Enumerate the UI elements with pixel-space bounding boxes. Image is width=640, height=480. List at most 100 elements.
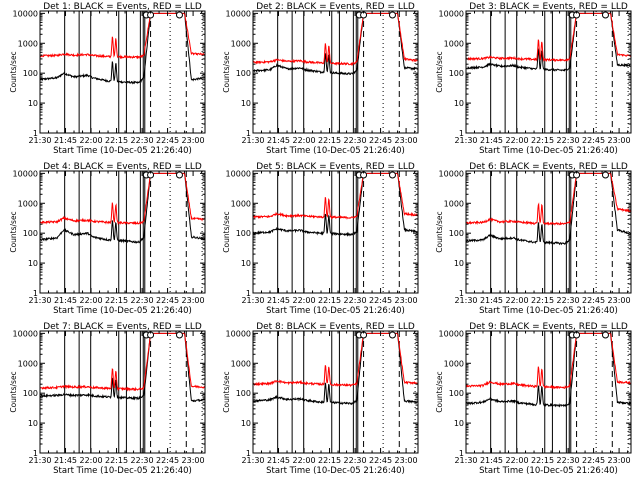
y-tick-label: 10000 — [439, 329, 464, 338]
x-tick-label: 21:45 — [480, 136, 503, 145]
x-tick-label: 23:00 — [608, 456, 631, 465]
saturation-circle-marker — [388, 11, 396, 19]
y-axis-label: Counts/sec — [222, 51, 231, 92]
detector-panel-1: Det 1: BLACK = Events, RED = LLD 1 10 100 10… — [9, 2, 206, 156]
plot-frame — [465, 330, 632, 454]
panel-title: Det 1: BLACK = Events, RED = LLD — [43, 2, 202, 12]
x-tick-label: 21:30 — [28, 136, 51, 145]
x-tick-label: 23:00 — [608, 136, 631, 145]
x-tick-label: 22:00 — [505, 136, 528, 145]
x-axis-label: Start Time (10-Dec-05 21:26:40) — [266, 146, 405, 156]
x-tick-label: 21:45 — [267, 136, 290, 145]
x-tick-label: 22:45 — [156, 296, 179, 305]
y-tick-label: 10000 — [13, 329, 38, 338]
x-tick-label: 22:15 — [531, 296, 554, 305]
y-tick-label: 100 — [23, 69, 38, 78]
x-tick-label: 22:45 — [156, 456, 179, 465]
x-tick-label: 22:15 — [105, 136, 128, 145]
x-tick-label: 22:45 — [369, 136, 392, 145]
x-tick-label: 22:30 — [131, 296, 154, 305]
y-axis-label: Counts/sec — [222, 211, 231, 252]
x-tick-label: 23:00 — [395, 136, 418, 145]
y-tick-label: 100 — [236, 229, 251, 238]
x-tick-label: 23:00 — [395, 296, 418, 305]
x-axis-label: Start Time (10-Dec-05 21:26:40) — [266, 306, 405, 316]
x-tick-label: 22:00 — [292, 136, 315, 145]
panel-title: Det 4: BLACK = Events, RED = LLD — [43, 162, 202, 172]
x-tick-label: 21:30 — [28, 456, 51, 465]
y-tick-label: 10 — [454, 419, 464, 428]
y-tick-label: 10 — [241, 259, 251, 268]
x-axis-label: Start Time (10-Dec-05 21:26:40) — [266, 466, 405, 476]
x-tick-label: 22:15 — [318, 136, 341, 145]
x-tick-label: 22:15 — [318, 296, 341, 305]
x-tick-label: 22:30 — [344, 136, 367, 145]
x-tick-label: 22:15 — [105, 456, 128, 465]
y-axis-label: Counts/sec — [222, 371, 231, 412]
x-tick-label: 21:45 — [54, 136, 77, 145]
marker-lines — [490, 171, 629, 293]
y-tick-label: 1000 — [444, 39, 464, 48]
y-tick-label: 10000 — [226, 169, 251, 178]
y-tick-label: 100 — [449, 229, 464, 238]
x-tick-label: 22:45 — [369, 296, 392, 305]
detector-panel-6: Det 6: BLACK = Events, RED = LLD 1 10 100 10… — [435, 162, 632, 316]
y-tick-label: 1 — [246, 129, 251, 138]
y-tick-label: 1000 — [18, 199, 38, 208]
x-tick-label: 22:00 — [505, 296, 528, 305]
plot-frame — [465, 10, 632, 134]
x-tick-label: 21:30 — [241, 136, 264, 145]
y-tick-label: 1 — [459, 129, 464, 138]
x-axis-label: Start Time (10-Dec-05 21:26:40) — [53, 466, 192, 476]
x-tick-label: 23:00 — [182, 136, 205, 145]
y-tick-label: 10000 — [439, 9, 464, 18]
x-axis-label: Start Time (10-Dec-05 21:26:40) — [53, 306, 192, 316]
x-tick-label: 21:30 — [28, 296, 51, 305]
x-tick-label: 22:15 — [105, 296, 128, 305]
y-tick-label: 10 — [28, 259, 38, 268]
y-tick-label: 1000 — [231, 359, 251, 368]
y-tick-label: 10 — [28, 99, 38, 108]
x-tick-label: 22:00 — [505, 456, 528, 465]
y-tick-label: 1000 — [18, 39, 38, 48]
plot-frame — [39, 170, 206, 294]
y-tick-label: 1 — [246, 289, 251, 298]
y-tick-label: 100 — [236, 389, 251, 398]
y-tick-label: 10000 — [439, 169, 464, 178]
x-tick-label: 21:45 — [267, 456, 290, 465]
x-tick-label: 23:00 — [395, 456, 418, 465]
x-tick-label: 22:15 — [318, 456, 341, 465]
plot-frame — [252, 330, 419, 454]
x-tick-label: 22:00 — [292, 456, 315, 465]
y-tick-label: 100 — [449, 389, 464, 398]
x-tick-label: 21:30 — [454, 296, 477, 305]
y-axis-label: Counts/sec — [9, 51, 18, 92]
panel-title: Det 9: BLACK = Events, RED = LLD — [469, 322, 628, 332]
detector-panel-3: Det 3: BLACK = Events, RED = LLD 1 10 100 10… — [435, 2, 632, 156]
x-tick-label: 21:30 — [454, 136, 477, 145]
x-tick-label: 22:00 — [79, 136, 102, 145]
plot-frame — [252, 170, 419, 294]
y-tick-label: 10 — [28, 419, 38, 428]
panel-title: Det 2: BLACK = Events, RED = LLD — [256, 2, 415, 12]
y-tick-label: 100 — [236, 69, 251, 78]
saturation-circle-marker — [388, 331, 396, 339]
marker-lines — [277, 331, 416, 453]
x-tick-label: 21:30 — [454, 456, 477, 465]
x-tick-label: 22:45 — [582, 136, 605, 145]
x-tick-label: 21:30 — [241, 456, 264, 465]
y-tick-label: 1 — [459, 449, 464, 458]
x-tick-label: 23:00 — [182, 296, 205, 305]
y-tick-label: 1 — [33, 449, 38, 458]
x-tick-label: 22:30 — [131, 456, 154, 465]
x-tick-label: 22:00 — [79, 296, 102, 305]
x-tick-label: 21:45 — [267, 296, 290, 305]
x-tick-label: 22:45 — [582, 456, 605, 465]
y-tick-label: 1 — [33, 289, 38, 298]
panel-title: Det 3: BLACK = Events, RED = LLD — [469, 2, 628, 12]
panel-title: Det 7: BLACK = Events, RED = LLD — [43, 322, 202, 332]
y-tick-label: 1000 — [18, 359, 38, 368]
x-tick-label: 22:30 — [344, 296, 367, 305]
y-tick-label: 100 — [449, 69, 464, 78]
x-axis-label: Start Time (10-Dec-05 21:26:40) — [479, 146, 618, 156]
